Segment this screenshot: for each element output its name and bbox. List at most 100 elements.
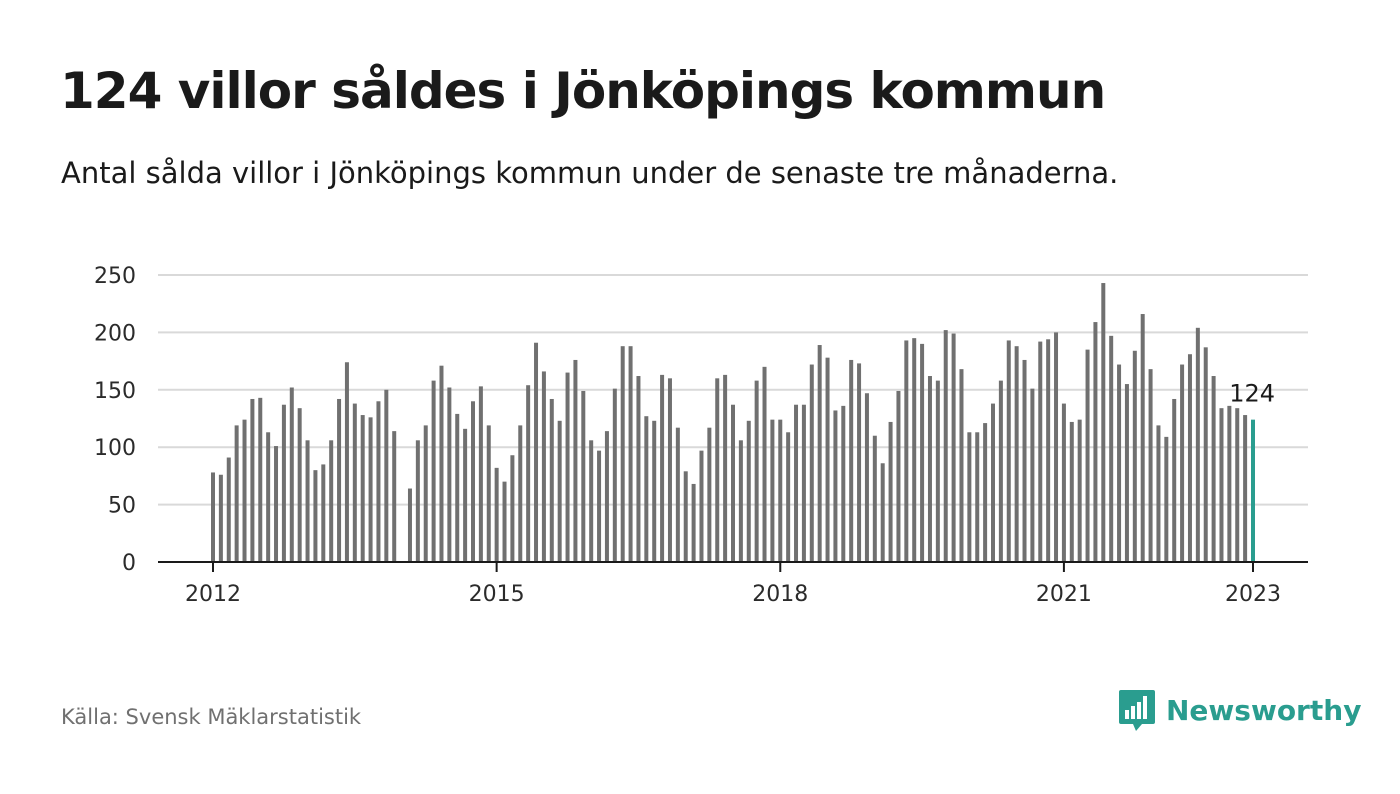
- bar: [794, 404, 799, 562]
- bar: [1022, 359, 1027, 562]
- bar: [959, 369, 964, 562]
- bar: [604, 431, 609, 562]
- bar: [1093, 322, 1098, 562]
- bar: [1030, 388, 1035, 562]
- bar: [1187, 354, 1192, 562]
- y-tick-label: 150: [94, 379, 136, 404]
- bar: [549, 398, 554, 562]
- bar: [573, 359, 578, 562]
- y-tick-label: 50: [108, 494, 136, 519]
- bar: [431, 380, 436, 562]
- bar: [1148, 369, 1153, 562]
- bar: [376, 401, 381, 562]
- bar: [581, 390, 586, 562]
- bar: [597, 450, 602, 562]
- bar: [234, 425, 239, 562]
- bar: [723, 374, 728, 562]
- bar-chart: 0 50 100 150 200 250 2012 2015 2018 2021 2023 124: [94, 264, 1308, 607]
- bar: [407, 488, 412, 562]
- bar: [329, 440, 334, 562]
- bar: [565, 372, 570, 562]
- bar: [447, 387, 452, 562]
- bar: [935, 380, 940, 562]
- bar: [1180, 364, 1185, 562]
- bar: [384, 389, 389, 562]
- bar: [297, 408, 302, 562]
- bar: [423, 425, 428, 562]
- bar: [463, 428, 468, 562]
- bar: [1124, 384, 1129, 562]
- bar: [612, 388, 617, 562]
- bar: [1243, 415, 1248, 562]
- bar: [620, 346, 625, 562]
- bar: [541, 371, 546, 562]
- bar: [1061, 403, 1066, 562]
- bar: [975, 432, 980, 562]
- bar: [998, 380, 1003, 562]
- bar: [628, 346, 633, 562]
- bar: [526, 385, 531, 562]
- bar: [534, 342, 539, 562]
- bar: [289, 387, 294, 562]
- bar: [218, 474, 223, 562]
- bar: [1132, 350, 1137, 562]
- bar: [1006, 340, 1011, 562]
- bar: [841, 405, 846, 562]
- bar: [675, 427, 680, 562]
- bar: [683, 471, 688, 562]
- bar: [478, 386, 483, 562]
- bar: [778, 419, 783, 562]
- bar: [392, 431, 397, 562]
- bar: [857, 363, 862, 562]
- bar: [762, 366, 767, 562]
- bar: [927, 376, 932, 562]
- bar: [920, 343, 925, 562]
- bar: [1211, 376, 1216, 562]
- bar: [888, 421, 893, 562]
- bar: [872, 435, 877, 562]
- last-value-label: 124: [1229, 380, 1275, 408]
- bar: [281, 404, 286, 562]
- bar: [510, 455, 515, 562]
- bar: [439, 365, 444, 562]
- bar: [352, 403, 357, 562]
- source-note: Källa: Svensk Mäklarstatistik: [61, 705, 362, 729]
- bar: [589, 440, 594, 562]
- bar: [518, 425, 523, 562]
- bar: [1077, 419, 1082, 562]
- bar: [415, 440, 420, 562]
- bar: [226, 457, 231, 562]
- chart-subtitle: Antal sålda villor i Jönköpings kommun u…: [61, 156, 1119, 190]
- bar: [912, 338, 917, 562]
- bar: [1085, 349, 1090, 562]
- bar: [1172, 398, 1177, 562]
- bar: [321, 464, 326, 562]
- bar-series: [211, 283, 1255, 562]
- x-axis: [158, 561, 1308, 572]
- bar: [305, 440, 310, 562]
- bar: [250, 398, 255, 562]
- bar: [274, 446, 279, 562]
- bar: [1195, 327, 1200, 562]
- bar: [1156, 425, 1161, 562]
- x-tick-label: 2015: [469, 582, 525, 607]
- bar: [1014, 346, 1019, 562]
- bar: [557, 420, 562, 562]
- bar: [864, 393, 869, 562]
- bar-latest: [1251, 419, 1255, 562]
- bar: [817, 345, 822, 562]
- bar: [738, 440, 743, 562]
- bar: [849, 359, 854, 562]
- bar: [983, 423, 988, 562]
- chart-title: 124 villor såldes i Jönköpings kommun: [60, 62, 1106, 120]
- bar: [707, 427, 712, 562]
- bar: [368, 417, 373, 562]
- bar: [825, 357, 830, 562]
- bar: [1203, 347, 1208, 562]
- bar: [833, 410, 838, 562]
- bar: [494, 467, 499, 562]
- bar: [455, 413, 460, 562]
- bar-chart-speech-bubble-icon: [1119, 690, 1155, 731]
- bar: [1140, 314, 1145, 562]
- bar: [951, 333, 956, 562]
